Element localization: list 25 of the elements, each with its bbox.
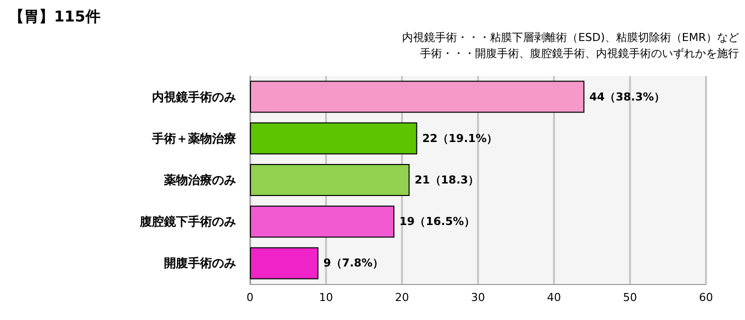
x-tick-label: 60 [699, 291, 713, 304]
bar [250, 206, 394, 238]
y-tick-label: 内視鏡手術のみ [152, 90, 236, 104]
data-label: 21（18.3） [414, 174, 480, 186]
text: 手術・・・開腹手術、腹腔鏡手術、内視鏡手術のいずれかを施行 [420, 47, 739, 60]
x-tick-label: 10 [319, 291, 333, 304]
y-tick-label: 手術＋薬物治療 [151, 131, 236, 146]
bar [250, 80, 584, 113]
text: 内視鏡手術・・・粘膜下層剥離術（ESD)、粘膜切除術（EMR）など [402, 31, 740, 44]
bar [250, 247, 318, 280]
text: 【胃】115件 [9, 8, 100, 26]
data-label: 19（16.5%） [399, 215, 475, 228]
data-label: 22（19.1%） [422, 132, 498, 145]
bar [250, 164, 410, 196]
data-label: 44（38.3%） [589, 90, 665, 104]
data-label: 9（7.8%） [323, 256, 384, 270]
y-tick-label: 開腹手術のみ [164, 256, 236, 270]
x-tick-label: 50 [623, 291, 637, 304]
x-tick-label: 0 [246, 291, 254, 304]
bar [250, 122, 418, 154]
x-tick-label: 20 [395, 291, 409, 304]
y-tick-label: 腹腔鏡下手術のみ [139, 214, 236, 229]
y-tick-label: 薬物治療のみ [163, 173, 236, 187]
x-tick-label: 40 [547, 291, 561, 304]
x-tick-label: 30 [471, 291, 485, 304]
